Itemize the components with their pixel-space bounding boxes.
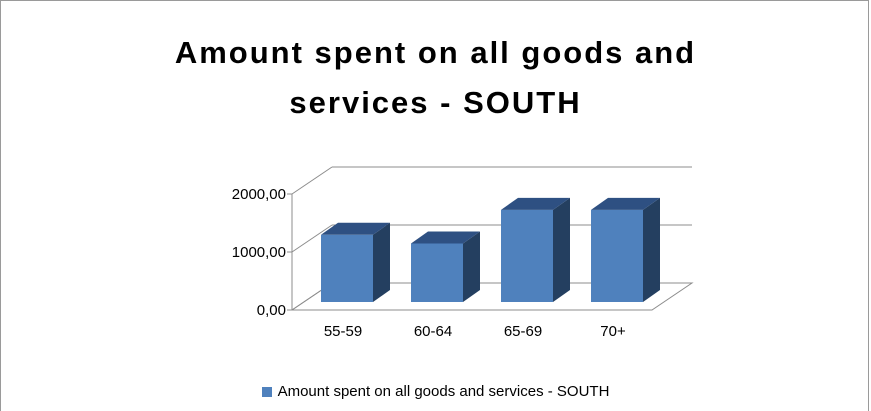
bar-side [373,222,390,302]
gridline-diag [291,166,333,195]
bar-top [411,231,480,244]
y-tick-label: 0,00 [257,302,286,319]
gridline-diag [291,224,333,253]
bar-side [553,197,570,302]
chart-title-line-2: services - SOUTH [289,85,582,120]
bar-side [643,197,660,302]
bar-front [321,234,373,302]
x-tick-label: 60-64 [414,323,452,340]
bar-front [501,209,553,302]
x-tick-label: 70+ [600,323,626,340]
bar [411,231,480,302]
y-tick-label: 2000,00 [232,186,286,203]
chart-title: Amount spent on all goods and services -… [0,28,871,128]
legend: Amount spent on all goods and services -… [0,383,871,400]
bar-front [591,209,643,302]
bar [501,197,570,302]
bar-top [321,222,390,235]
bar [591,197,660,302]
bar-top [501,197,570,210]
bar-front [411,243,463,302]
y-tick-label: 1000,00 [232,244,286,261]
bar-side [463,231,480,302]
bar-top [591,197,660,210]
chart-title-line-1: Amount spent on all goods and [174,35,697,70]
chart-floor [290,282,694,311]
bar [321,222,390,302]
x-tick-label: 65-69 [504,323,542,340]
legend-swatch [261,387,272,397]
x-tick-label: 55-59 [324,323,362,340]
legend-label: Amount spent on all goods and services -… [277,383,610,400]
